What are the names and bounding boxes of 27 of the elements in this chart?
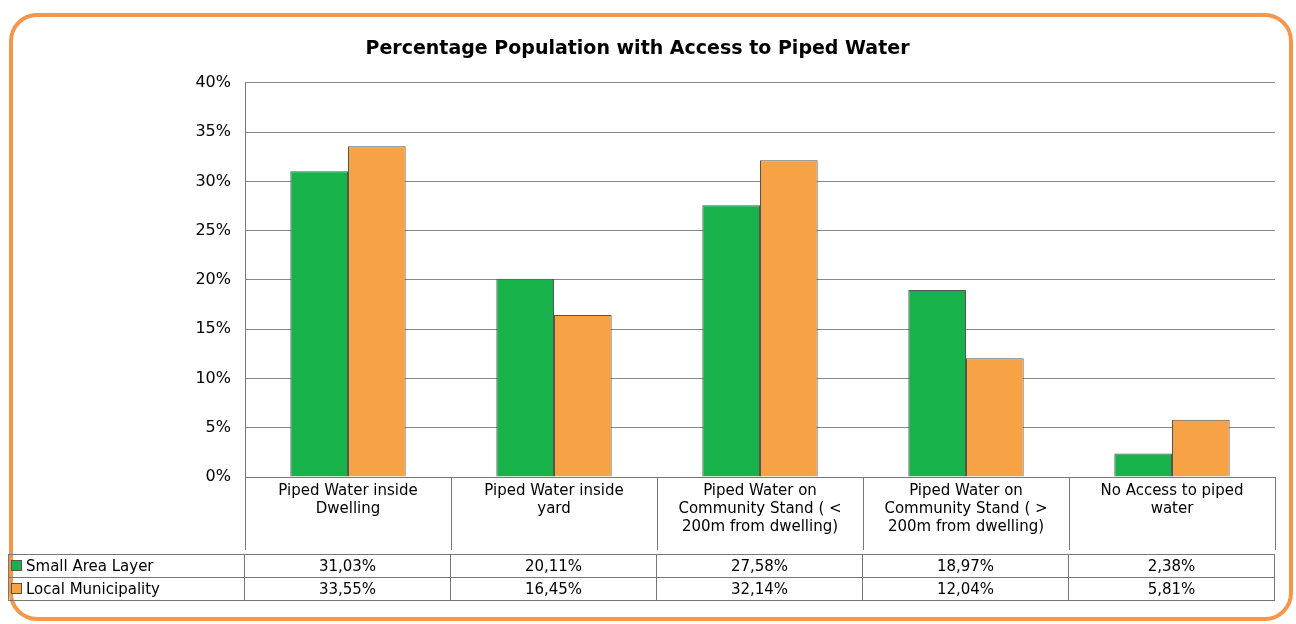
- data-label: 27,58%: [656, 554, 863, 578]
- data-label: 5,81%: [1068, 577, 1275, 601]
- x-tick-label: Piped Water inside Dwelling: [278, 480, 418, 517]
- data-label: 12,04%: [862, 577, 1069, 601]
- data-label: 32,14%: [656, 577, 863, 601]
- x-tick-label: Piped Water inside yard: [484, 480, 624, 517]
- y-tick-label: 30%: [195, 170, 231, 190]
- legend-label: Local Municipality: [8, 577, 245, 601]
- legend-label: Small Area Layer: [8, 554, 245, 578]
- data-label: 33,55%: [244, 577, 451, 601]
- data-label: 20,11%: [450, 554, 657, 578]
- y-tick-label: 20%: [195, 269, 231, 289]
- y-tick-label: 40%: [195, 71, 231, 91]
- data-label: 18,97%: [862, 554, 1069, 578]
- y-tick-label: 35%: [195, 121, 231, 141]
- y-tick-label: 15%: [195, 318, 231, 338]
- data-label: 16,45%: [450, 577, 657, 601]
- x-tick-label: No Access to piped water: [1100, 480, 1244, 517]
- data-label: 2,38%: [1068, 554, 1275, 578]
- x-tick-label: Piped Water on Community Stand ( < 200m from dwelling): [678, 480, 842, 535]
- y-tick-label: 25%: [195, 219, 231, 239]
- chart-title: Percentage Population with Access to Piped Water: [365, 36, 911, 59]
- y-tick-label: 0%: [205, 466, 231, 486]
- y-tick-label: 5%: [205, 416, 231, 436]
- x-tick-label: Piped Water on Community Stand ( > 200m from dwelling): [884, 480, 1048, 535]
- y-tick-label: 10%: [195, 367, 231, 387]
- data-label: 31,03%: [244, 554, 451, 578]
